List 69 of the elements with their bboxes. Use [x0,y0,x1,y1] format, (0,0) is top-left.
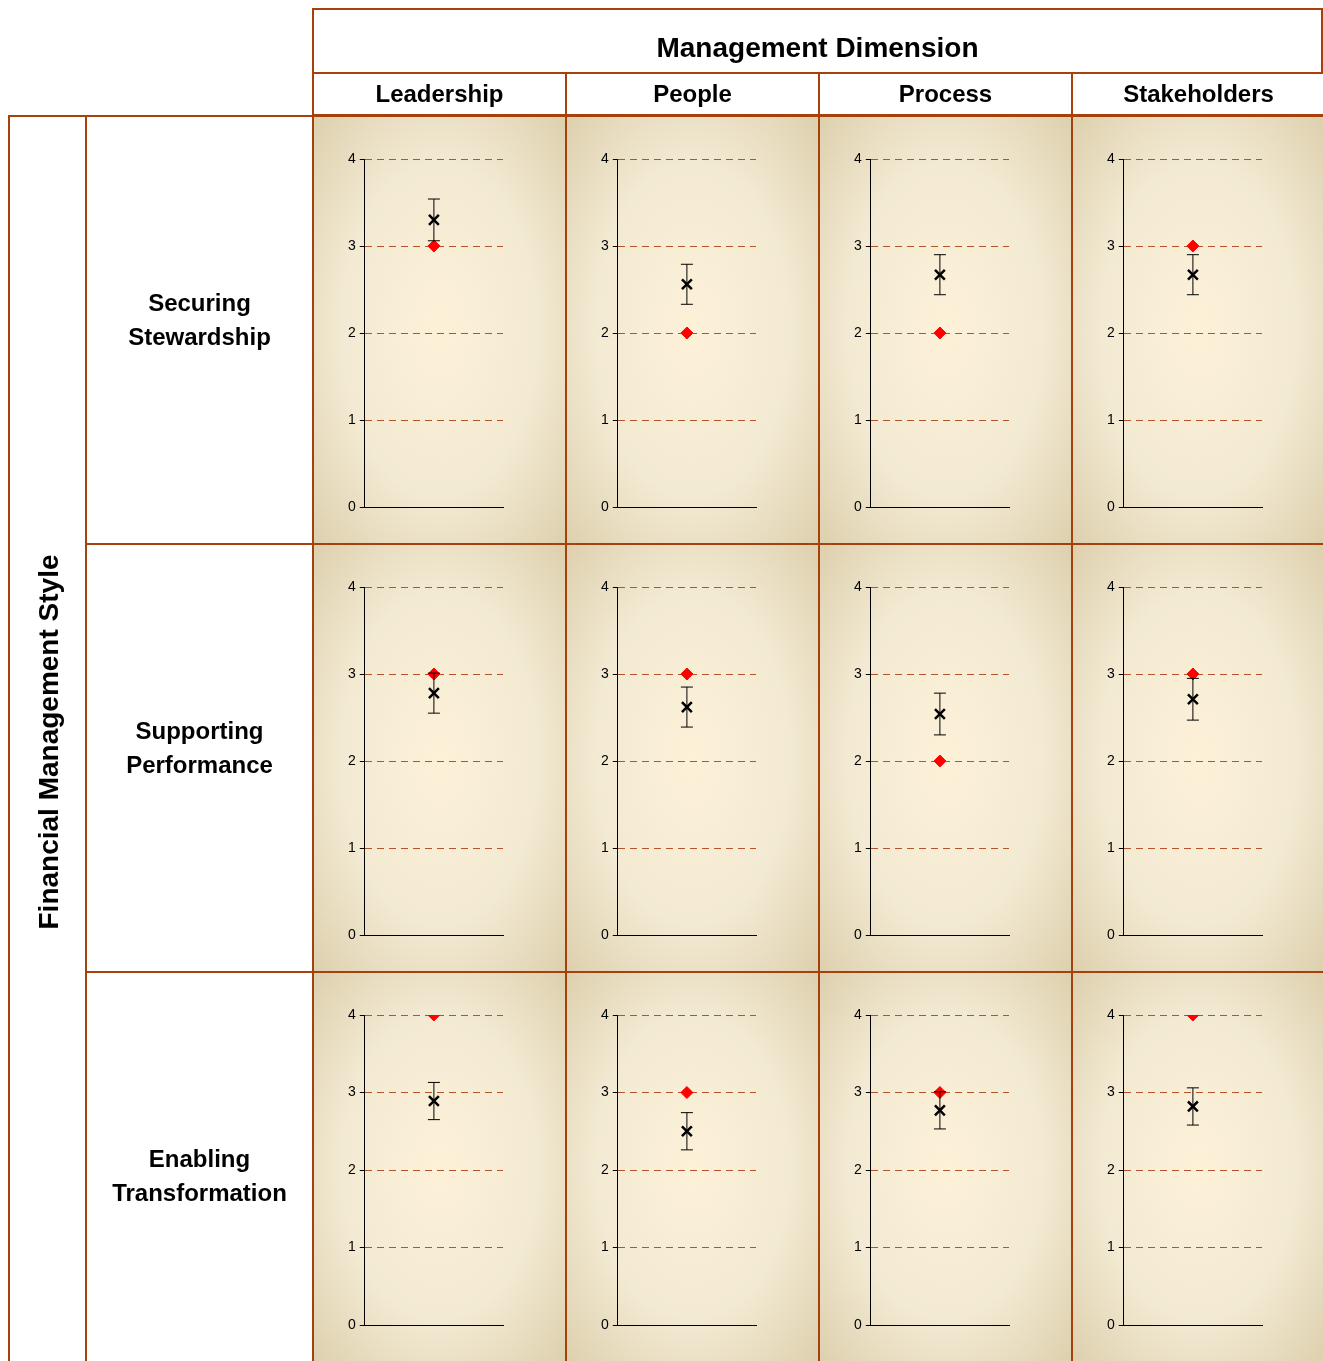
y-tick-label: 2 [600,1160,609,1177]
y-tick-label: 3 [1106,236,1115,253]
y-tick-label: 4 [1106,577,1115,594]
y-tick-label: 4 [853,577,862,594]
text: Process [818,72,1073,116]
y-tick-label: 3 [600,1083,609,1100]
text: Stakeholders [1071,72,1323,116]
y-tick-label: 3 [347,1083,356,1100]
y-tick-label: 0 [347,925,356,942]
y-tick-label: 3 [600,236,609,253]
y-tick-label: 2 [853,751,862,768]
y-tick-label: 3 [347,236,356,253]
text: Management Dimension [312,8,1323,74]
text: Supporting Performance [85,543,314,973]
y-tick-label: 2 [347,751,356,768]
y-tick-label: 3 [1106,1083,1115,1100]
y-tick-label: 0 [1106,1315,1115,1332]
text: Financial Management Style [32,553,65,932]
y-tick-label: 1 [1106,1238,1115,1255]
y-tick-label: 4 [1106,149,1115,166]
y-tick-label: 2 [1106,751,1115,768]
y-tick-label: 2 [853,323,862,340]
y-tick-label: 4 [347,577,356,594]
y-tick-label: 2 [600,323,609,340]
y-tick-label: 2 [600,751,609,768]
y-tick-label: 1 [600,838,609,855]
y-tick-label: 0 [1106,497,1115,514]
y-tick-label: 1 [1106,838,1115,855]
y-tick-label: 0 [853,497,862,514]
y-tick-label: 4 [347,1005,356,1022]
y-tick-label: 0 [1106,925,1115,942]
text: Leadership [312,72,567,116]
y-tick-label: 1 [853,1238,862,1255]
y-tick-label: 1 [347,410,356,427]
y-tick-label: 4 [853,149,862,166]
y-tick-label: 0 [600,1315,609,1332]
y-tick-label: 1 [600,410,609,427]
text: Securing Stewardship [85,115,314,545]
y-tick-label: 0 [853,925,862,942]
y-tick-label: 2 [1106,1160,1115,1177]
y-tick-label: 4 [600,149,609,166]
y-tick-label: 1 [347,1238,356,1255]
y-tick-label: 3 [600,664,609,681]
y-tick-label: 3 [1106,664,1115,681]
y-tick-label: 4 [347,149,356,166]
y-tick-label: 2 [347,1160,356,1177]
y-tick-label: 1 [600,1238,609,1255]
y-tick-label: 4 [1106,1005,1115,1022]
text: People [565,72,820,116]
y-tick-label: 3 [853,1083,862,1100]
y-tick-label: 3 [853,664,862,681]
y-tick-label: 0 [347,497,356,514]
y-tick-label: 3 [347,664,356,681]
y-tick-label: 0 [853,1315,862,1332]
y-tick-label: 2 [1106,323,1115,340]
y-tick-label: 1 [853,838,862,855]
y-tick-label: 1 [853,410,862,427]
y-tick-label: 4 [600,577,609,594]
y-tick-label: 0 [600,925,609,942]
y-tick-label: 4 [600,1005,609,1022]
y-tick-label: 4 [853,1005,862,1022]
y-tick-label: 2 [347,323,356,340]
y-tick-label: 0 [600,497,609,514]
y-tick-label: 3 [853,236,862,253]
y-tick-label: 1 [347,838,356,855]
y-tick-label: 0 [347,1315,356,1332]
y-tick-label: 2 [853,1160,862,1177]
y-tick-label: 1 [1106,410,1115,427]
text: Enabling Transformation [85,971,314,1361]
